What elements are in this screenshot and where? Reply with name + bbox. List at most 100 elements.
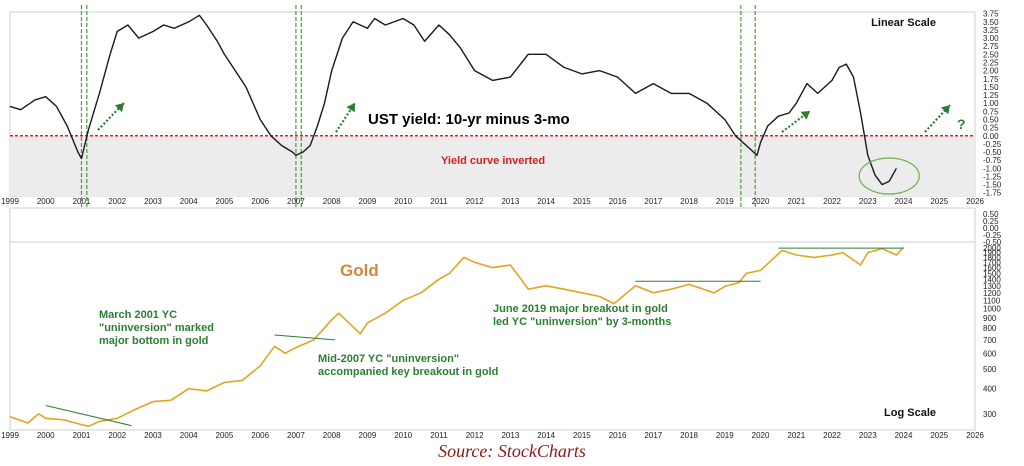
trendline-2007 <box>274 334 336 341</box>
gold-y-tick-label: 1500 <box>983 269 1001 278</box>
gold-y-tick-label: 1700 <box>983 258 1001 267</box>
annotation-march-2001-line3: major bottom in gold <box>99 335 208 347</box>
question-mark-top: ? <box>957 116 966 132</box>
gold-x-tick-label: 2011 <box>430 431 448 440</box>
annotation-mid-2007-line1: Mid-2007 YC "uninversion" <box>318 353 459 365</box>
top-y-tick-label: 2.75 <box>983 42 999 51</box>
gold-y-tick-label: 700 <box>983 336 997 345</box>
top-y-tick-label: 0.00 <box>983 132 999 141</box>
top-x-tick-label: 2020 <box>752 197 770 206</box>
top-y-tick-label: -0.75 <box>983 156 1002 165</box>
top-x-tick-label: 2000 <box>37 197 55 206</box>
gold-x-tick-label: 2004 <box>180 431 198 440</box>
top-x-tick-label: 2021 <box>787 197 805 206</box>
gold-y-tick-label: 1600 <box>983 264 1001 273</box>
top-y-tick-label: 2.50 <box>983 50 999 59</box>
uptrend-arrow-2001-head <box>114 103 124 113</box>
gold-x-tick-label: 2001 <box>73 431 91 440</box>
top-y-tick-label: -1.50 <box>983 181 1002 190</box>
gold-y-tick-label: 1300 <box>983 282 1001 291</box>
annotation-mid-2007-line2: accompanied key breakout in gold <box>318 366 498 378</box>
inversion-highlight-circle <box>858 157 920 195</box>
gold-y-tick-label: 1000 <box>983 305 1001 314</box>
gold-y-tick-label: 500 <box>983 365 997 374</box>
top-x-tick-label: 2014 <box>537 197 555 206</box>
top-y-tick-label: 2.00 <box>983 67 999 76</box>
bottom-scale-label: Log Scale <box>884 407 936 419</box>
top-y-tick-label: -0.25 <box>983 140 1002 149</box>
annotation-june-2019-line2: led YC "uninversion" by 3-months <box>493 316 671 328</box>
top-y-tick-label: 3.00 <box>983 34 999 43</box>
gold-x-tick-label: 2022 <box>823 431 841 440</box>
top-y-tick-label: 0.50 <box>983 115 999 124</box>
gold-y-tick-label: 900 <box>983 314 997 323</box>
top-y-tick-label: 3.50 <box>983 18 999 27</box>
gold-panel-title: Gold <box>340 261 379 280</box>
annotation-june-2019-line1: June 2019 major breakout in gold <box>493 303 668 315</box>
top-x-tick-label: 2004 <box>180 197 198 206</box>
top-y-tick-label: 0.75 <box>983 107 999 116</box>
top-x-tick-label: 2013 <box>501 197 519 206</box>
annotation-march-2001-line2: "uninversion" marked <box>99 322 214 334</box>
gold-x-tick-label: 2006 <box>251 431 269 440</box>
top-y-tick-label: 2.25 <box>983 58 999 67</box>
top-y-tick-label: -1.25 <box>983 172 1002 181</box>
gold-x-tick-label: 2019 <box>716 431 734 440</box>
gold-y-tick-label: 2000 <box>983 244 1001 253</box>
gold-x-tick-label: 2002 <box>108 431 126 440</box>
top-y-tick-label: 1.50 <box>983 83 999 92</box>
top-x-tick-label: 2026 <box>966 197 984 206</box>
top-x-tick-label: 2024 <box>895 197 913 206</box>
gold-y-tick-label: 1400 <box>983 275 1001 284</box>
top-y-tick-label: -0.50 <box>983 148 1002 157</box>
gold-x-tick-label: 2005 <box>216 431 234 440</box>
top-x-tick-label: 2001 <box>73 197 91 206</box>
top-y-tick-label: 1.25 <box>983 91 999 100</box>
top-y-tick-label: -1.00 <box>983 164 1002 173</box>
top-x-tick-label: 2025 <box>930 197 948 206</box>
trendline-2001 <box>45 405 132 427</box>
gold-x-tick-label: 2003 <box>144 431 162 440</box>
gold-y-tick-label: 300 <box>983 410 997 419</box>
top-x-tick-label: 2012 <box>466 197 484 206</box>
gold-x-tick-label: 2008 <box>323 431 341 440</box>
inverted-zone-band <box>10 135 975 196</box>
uptrend-arrow-2007-head <box>346 103 355 113</box>
gold-x-tick-label: 2015 <box>573 431 591 440</box>
top-x-tick-label: 2011 <box>430 197 448 206</box>
top-x-tick-label: 2002 <box>108 197 126 206</box>
gold-x-tick-label: 2007 <box>287 431 305 440</box>
top-x-tick-label: 2009 <box>359 197 377 206</box>
gold-x-tick-label: 2010 <box>394 431 412 440</box>
top-y-tick-label: 1.75 <box>983 75 999 84</box>
top-x-tick-label: 2017 <box>644 197 662 206</box>
gold-y-tick-label: 400 <box>983 385 997 394</box>
top-x-tick-label: 2007 <box>287 197 305 206</box>
gold-y-tick-label: 800 <box>983 324 997 333</box>
gold-x-tick-label: 2023 <box>859 431 877 440</box>
annotation-march-2001-line1: March 2001 YC <box>99 309 177 321</box>
overlay-y-tick-label: -0.50 <box>983 238 1002 247</box>
top-x-tick-label: 2018 <box>680 197 698 206</box>
top-y-tick-label: 0.25 <box>983 124 999 133</box>
yield-gold-chart: 3.753.503.253.002.752.502.252.001.751.50… <box>1 5 1002 440</box>
gold-x-tick-label: 2020 <box>752 431 770 440</box>
gold-x-tick-label: 2018 <box>680 431 698 440</box>
gold-x-tick-label: 1999 <box>1 431 19 440</box>
gold-y-tick-label: 1900 <box>983 249 1001 258</box>
top-x-tick-label: 2006 <box>251 197 269 206</box>
top-y-tick-label: 1.00 <box>983 99 999 108</box>
overlay-y-tick-label: 0.00 <box>983 224 999 233</box>
gold-x-tick-label: 2013 <box>501 431 519 440</box>
gold-x-tick-label: 2017 <box>644 431 662 440</box>
gold-y-tick-label: 600 <box>983 349 997 358</box>
gold-x-tick-label: 2021 <box>787 431 805 440</box>
top-x-tick-label: 2010 <box>394 197 412 206</box>
gold-x-tick-label: 2009 <box>359 431 377 440</box>
gold-y-tick-label: 1800 <box>983 253 1001 262</box>
gold-y-tick-label: 1200 <box>983 289 1001 298</box>
uptrend-arrow-2020-head <box>800 111 810 120</box>
uptrend-arrow-2024-head <box>940 105 950 115</box>
overlay-y-tick-label: -0.25 <box>983 231 1002 240</box>
top-x-tick-label: 2008 <box>323 197 341 206</box>
